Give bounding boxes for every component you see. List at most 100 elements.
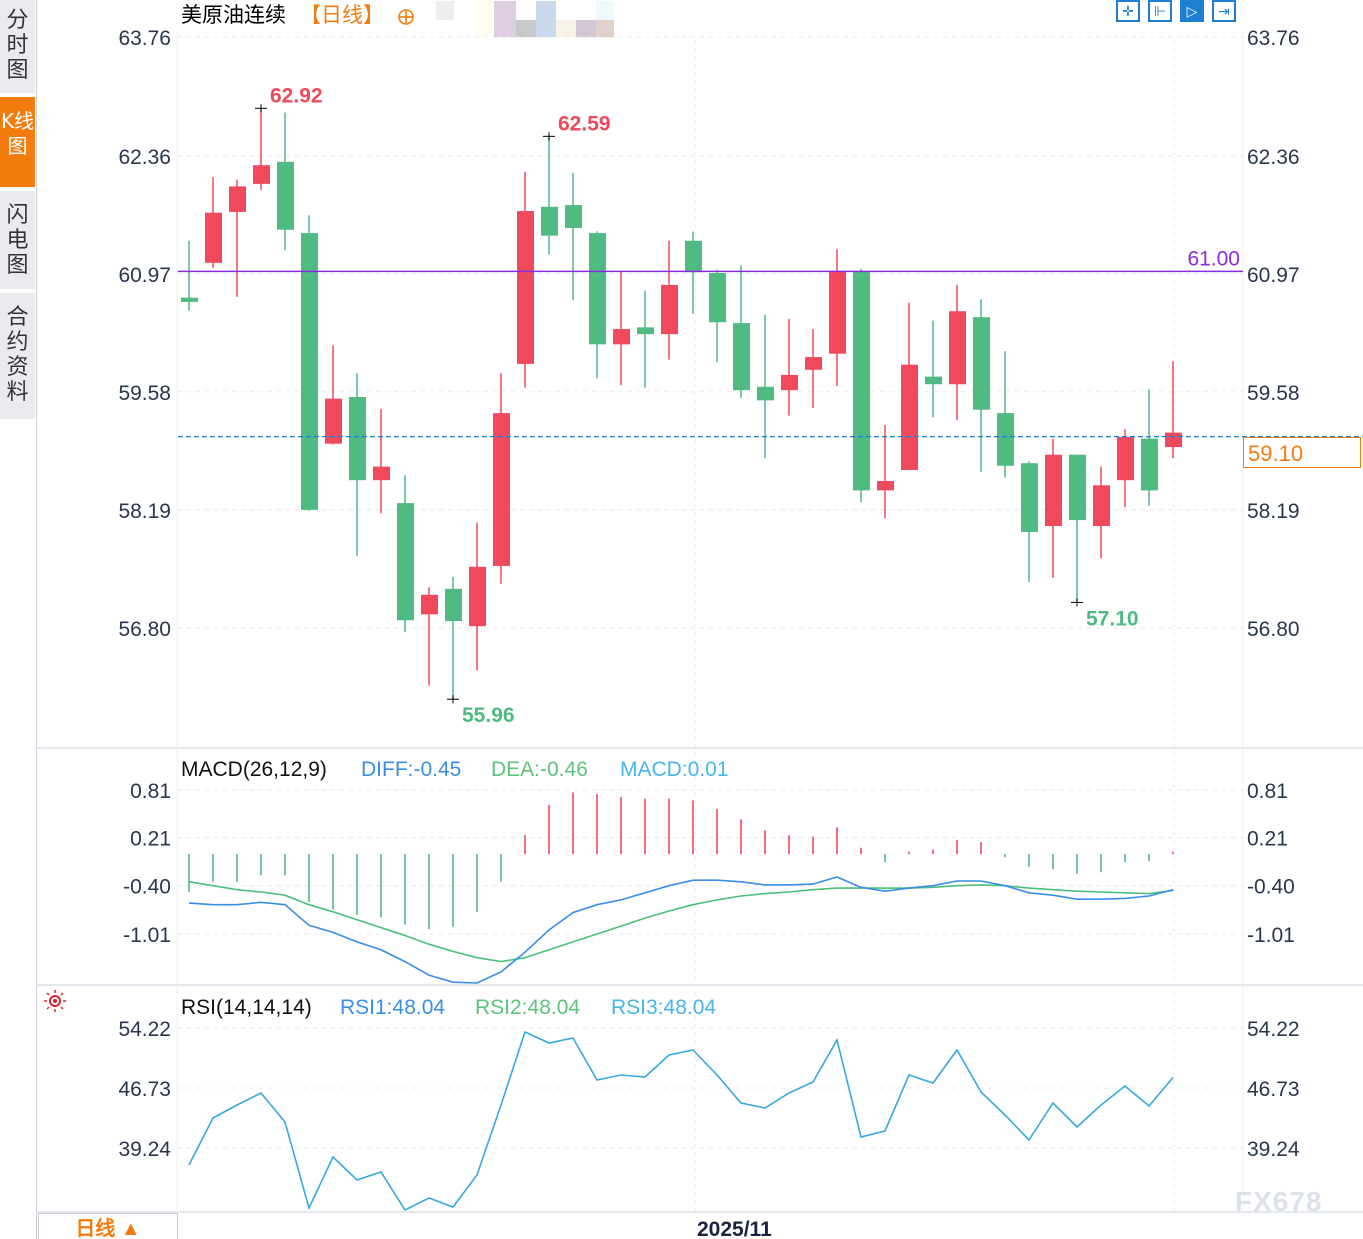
high-price-label: 62.59	[558, 112, 611, 135]
x-axis-date-label: 2025/11	[697, 1218, 772, 1239]
candle	[229, 179, 246, 297]
low-price-label: 55.96	[462, 704, 515, 727]
candle-body	[1141, 438, 1158, 491]
high-price-label: 62.92	[270, 84, 323, 107]
grid: 63.76 63.76 62.36 62.36 60.97 60.97 59.58 59.58…	[36, 27, 1363, 1239]
candle-body	[589, 233, 606, 345]
candle	[973, 299, 990, 472]
candle	[325, 345, 342, 445]
candle	[661, 240, 678, 360]
rsi-right-tick: 54.22	[1247, 1018, 1300, 1041]
candle	[613, 271, 630, 386]
macd-right-tick: -0.40	[1247, 876, 1295, 899]
dea-line	[188, 881, 1174, 963]
rsi2-legend: RSI2:48.04	[475, 996, 580, 1019]
candle-body	[757, 386, 774, 401]
jump-end-icon[interactable]: ⇥	[1212, 0, 1236, 22]
macd-right-tick: 0.21	[1247, 827, 1288, 850]
candle-body	[997, 413, 1014, 466]
candle-body	[445, 588, 462, 622]
price-right-tick: 58.19	[1247, 500, 1300, 523]
candle	[589, 231, 606, 379]
candle	[445, 576, 462, 700]
rsi-left-tick: 46.73	[118, 1078, 171, 1101]
candle	[469, 522, 486, 671]
macd-panel	[188, 792, 1174, 984]
candle	[565, 172, 582, 301]
candle	[709, 269, 726, 363]
candle	[901, 302, 918, 470]
candle	[853, 268, 870, 503]
candle-body	[733, 323, 750, 391]
price-right-tick: 62.36	[1247, 146, 1300, 169]
price-left-tick: 60.97	[118, 264, 171, 287]
macd-value-legend: MACD:0.01	[620, 758, 729, 781]
macd-right-tick: 0.81	[1247, 780, 1288, 803]
candle-body	[637, 327, 654, 335]
macd-dea-legend: DEA:-0.46	[491, 758, 588, 781]
price-right-tick: 63.76	[1247, 27, 1300, 50]
candle-body	[493, 413, 510, 566]
tab-timeshare[interactable]: 分时图	[0, 0, 35, 95]
circle-plus-icon[interactable]	[398, 9, 414, 25]
tab-kline[interactable]: K线图	[0, 97, 35, 189]
play-chart-icon[interactable]: ▷	[1180, 0, 1204, 22]
candle	[925, 320, 942, 418]
candle-body	[805, 357, 822, 370]
candle-body	[565, 205, 582, 229]
candle	[877, 424, 894, 519]
candle	[253, 108, 270, 190]
rsi-title: RSI(14,14,14)	[181, 996, 312, 1019]
price-right-tick: 59.58	[1247, 382, 1300, 405]
candle-body	[661, 284, 678, 335]
price-panel: 61.00 62.92 62.59 55.96 57.10	[178, 84, 1363, 727]
candle	[1117, 429, 1134, 508]
rsi-line	[188, 1030, 1174, 1212]
candle	[805, 329, 822, 409]
candle	[373, 408, 390, 514]
price-left-tick: 63.76	[118, 27, 171, 50]
price-right-tick: 60.97	[1247, 264, 1300, 287]
candle	[781, 318, 798, 416]
price-left-tick: 59.58	[118, 382, 171, 405]
candle-body	[421, 594, 438, 615]
candle	[757, 314, 774, 459]
low-price-label: 57.10	[1086, 607, 1139, 630]
candle-body	[949, 311, 966, 385]
candle	[1069, 454, 1086, 603]
candle-body	[925, 376, 942, 385]
macd-left-tick: -1.01	[123, 924, 171, 947]
candle	[277, 112, 294, 251]
candle-body	[829, 271, 846, 354]
indicator-settings-icon[interactable]	[44, 990, 66, 1012]
candle-body	[517, 211, 534, 364]
tab-contract-info[interactable]: 合约资料	[0, 293, 35, 421]
candle-body	[469, 566, 486, 627]
candle	[1141, 389, 1158, 506]
candle-body	[1021, 463, 1038, 532]
crosshair-icon[interactable]: ✛	[1116, 0, 1140, 22]
candle	[397, 475, 414, 633]
tab-flash-chart[interactable]: 闪电图	[0, 191, 35, 291]
candle	[1045, 438, 1062, 578]
symbol-title: 美原油连续	[181, 4, 286, 27]
macd-left-tick: 0.81	[130, 780, 171, 803]
price-right-tick: 56.80	[1247, 618, 1300, 641]
rsi-left-tick: 39.24	[118, 1138, 171, 1161]
candle-body	[1069, 454, 1086, 521]
macd-left-tick: 0.21	[130, 827, 171, 850]
candle	[733, 265, 750, 398]
candle-body	[277, 161, 294, 230]
blurred-indicator-strip	[436, 1, 614, 37]
candle-body	[877, 481, 894, 491]
zoom-range-icon[interactable]: ⊩	[1148, 0, 1172, 22]
candle	[1021, 461, 1038, 583]
price-left-tick: 56.80	[118, 618, 171, 641]
period-selector-tab[interactable]: 日线 ▲	[38, 1213, 178, 1239]
candle	[301, 215, 318, 511]
last-price-label: 59.10	[1243, 437, 1361, 468]
macd-right-tick: -1.01	[1247, 924, 1295, 947]
sidebar: 分时图 K线图 闪电图 合约资料	[0, 0, 37, 1239]
candle	[349, 373, 366, 556]
